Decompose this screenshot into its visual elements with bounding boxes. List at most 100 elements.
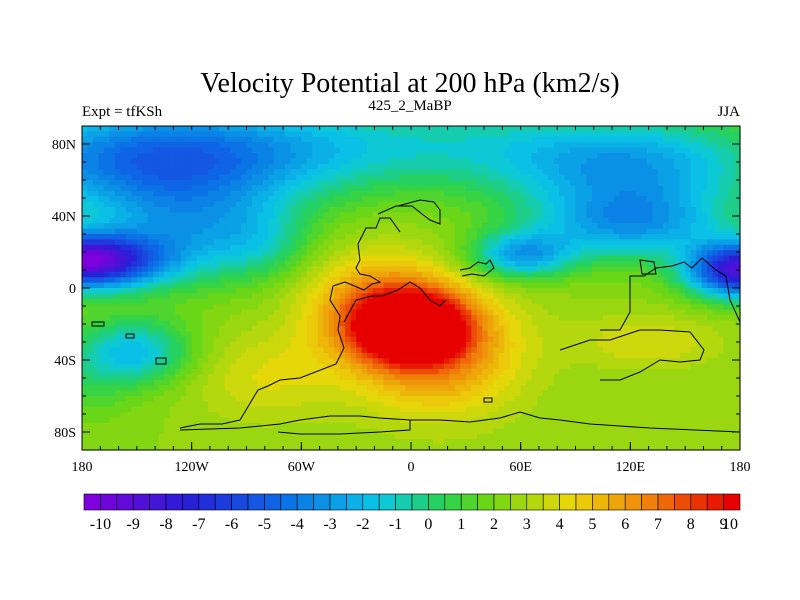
field-cell [471,185,478,192]
field-cell [219,293,226,300]
field-cell [378,207,385,213]
field-cell [531,217,538,224]
field-cell [213,423,220,429]
field-cell [383,374,390,381]
field-cell [103,298,111,305]
field-cell [268,217,275,224]
field-cell [131,433,138,440]
field-cell [361,369,368,375]
field-cell [465,180,472,186]
field-cell [213,390,220,397]
field-cell [120,352,127,359]
field-cell [350,153,357,159]
field-cell [345,325,352,332]
field-cell [328,239,335,246]
field-cell [224,347,231,354]
field-cell [405,196,412,203]
field-cell [460,428,467,435]
field-cell [153,385,160,392]
field-cell [312,358,319,365]
field-cell [531,293,538,300]
field-cell [131,228,138,235]
field-cell [213,266,220,273]
field-cell [411,298,418,305]
field-cell [432,363,440,370]
field-cell [317,255,324,262]
field-cell [350,385,357,392]
field-cell [169,417,176,424]
field-cell [411,325,418,332]
field-cell [169,363,176,370]
field-cell [136,282,143,289]
field-cell [136,428,143,435]
field-cell [427,439,434,446]
field-cell [372,374,379,381]
field-cell [339,212,346,219]
field-cell [246,298,253,305]
field-cell [251,147,259,154]
field-cell [394,385,401,392]
field-cell [164,239,171,246]
field-cell [416,174,423,181]
field-cell [487,217,494,224]
field-cell [103,201,111,208]
field-cell [389,358,396,365]
field-cell [213,309,220,316]
field-cell [323,185,330,192]
field-cell [531,190,538,197]
field-cell [92,212,100,219]
field-cell [356,180,363,186]
field-cell [504,180,511,186]
field-cell [268,207,275,213]
field-cell [482,136,489,143]
field-cell [493,412,500,419]
field-cell [230,282,237,289]
field-cell [98,217,105,224]
field-cell [202,352,209,359]
field-cell [235,396,242,402]
field-cell [98,325,105,332]
field-cell [98,347,105,354]
field-cell [219,174,226,181]
field-cell [449,261,456,267]
field-cell [476,320,483,327]
field-cell [449,374,456,381]
field-cell [284,336,291,343]
field-cell [219,331,226,338]
field-cell [191,282,198,289]
field-cell [224,261,231,267]
field-cell [411,223,418,230]
field-cell [509,169,516,176]
field-cell [273,185,280,192]
field-cell [219,250,226,257]
field-cell [158,163,165,170]
field-cell [389,266,396,273]
field-cell [295,136,302,143]
field-cell [345,196,352,203]
field-cell [454,163,461,170]
field-cell [268,352,275,359]
field-cell [208,169,215,176]
field-cell [493,190,500,197]
field-cell [356,201,363,208]
field-cell [471,390,478,397]
field-cell [356,174,363,181]
field-cell [235,223,242,230]
field-cell [465,309,472,316]
field-cell [465,428,472,435]
field-cell [158,158,165,165]
field-cell [273,131,280,138]
field-cell [164,439,171,446]
field-cell [224,255,231,262]
field-cell [120,196,127,203]
field-cell [87,228,94,235]
field-cell [251,358,259,365]
field-cell [82,185,89,192]
field-cell [432,223,440,230]
field-cell [136,369,143,375]
field-cell [345,412,352,419]
field-cell [251,277,259,284]
field-cell [383,185,390,192]
field-cell [438,261,445,267]
field-cell [421,342,429,348]
